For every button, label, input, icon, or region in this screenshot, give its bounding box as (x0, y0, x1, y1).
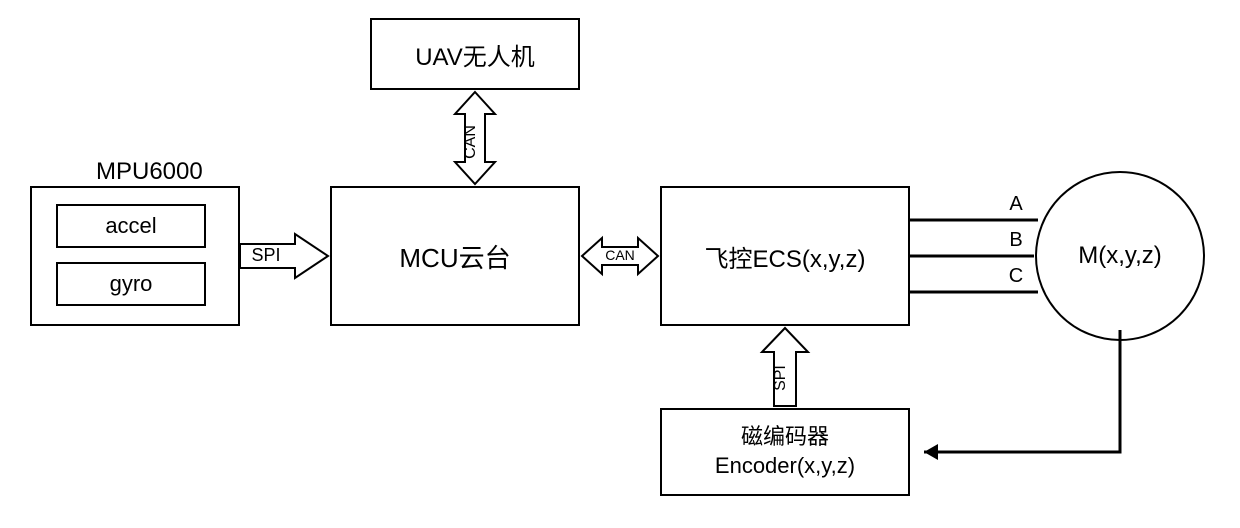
feedback-line-motor-encoder (910, 330, 1170, 470)
uav-box: UAV无人机 (370, 18, 580, 90)
mpu6000-title: MPU6000 (96, 158, 203, 186)
spi-arrow-mpu-mcu: SPI (240, 230, 330, 282)
ecs-label: 飞控ECS(x,y,z) (705, 239, 866, 274)
gyro-box: gyro (56, 262, 206, 306)
phase-b-label: B (1009, 229, 1022, 251)
accel-label: accel (105, 213, 156, 239)
phase-c-label: C (1009, 265, 1023, 287)
accel-box: accel (56, 204, 206, 248)
encoder-label-2: Encoder(x,y,z) (715, 452, 855, 481)
gyro-label: gyro (110, 271, 153, 297)
uav-label: UAV无人机 (415, 37, 535, 72)
can-arrow-uav-mcu: CAN (447, 90, 503, 186)
phase-a-label: A (1009, 193, 1023, 215)
abc-lines: A B C (910, 186, 1050, 326)
encoder-box: 磁编码器 Encoder(x,y,z) (660, 408, 910, 496)
encoder-label-1: 磁编码器 (741, 423, 829, 452)
motor-circle: M(x,y,z) (1035, 171, 1205, 341)
ecs-box: 飞控ECS(x,y,z) (660, 186, 910, 326)
can-v-label: CAN (462, 125, 479, 159)
mcu-label: MCU云台 (399, 238, 510, 275)
motor-label: M(x,y,z) (1078, 242, 1162, 270)
can-h-label: CAN (605, 247, 635, 263)
can-arrow-mcu-ecs: CAN (580, 232, 660, 280)
spi1-label: SPI (251, 245, 280, 265)
spi2-label: SPI (772, 365, 789, 391)
mcu-box: MCU云台 (330, 186, 580, 326)
spi-arrow-enc-ecs: SPI (758, 326, 812, 408)
